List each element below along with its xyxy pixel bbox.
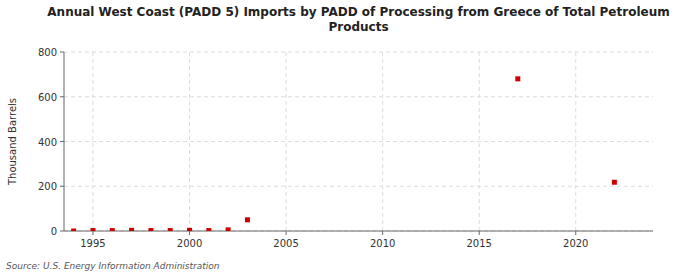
x-grid-line [479, 52, 480, 231]
points [71, 76, 617, 231]
x-tick-label: 2015 [466, 238, 491, 249]
x-grid-line [92, 52, 93, 231]
grid [64, 52, 653, 231]
chart: Annual West Coast (PADD 5) Imports by PA… [0, 0, 675, 275]
y-axis-label: Thousand Barrels [7, 98, 18, 186]
point [71, 229, 76, 232]
x-tick [382, 231, 383, 235]
y-grid-line [64, 186, 653, 187]
x-tick-label: 2005 [273, 238, 298, 249]
point [168, 228, 173, 231]
point [612, 180, 617, 185]
title-line: Annual West Coast (PADD 5) Imports by PA… [47, 5, 669, 19]
y-tick-label: 600 [38, 92, 57, 103]
point [226, 227, 231, 231]
x-grid-line [382, 52, 383, 231]
x-grid-line [189, 52, 190, 231]
y-tick [60, 52, 64, 53]
x-tick [575, 231, 576, 235]
y-grid-line [64, 52, 653, 53]
x-grid-line [575, 52, 576, 231]
x-tick-label: 1995 [80, 238, 105, 249]
point [187, 228, 192, 231]
x-tick [92, 231, 93, 235]
point [90, 228, 95, 231]
y-tick [60, 231, 64, 232]
point [515, 76, 520, 81]
title-line: Products [328, 20, 388, 34]
y-tick [60, 186, 64, 187]
source-note: Source: U.S. Energy Information Administ… [6, 261, 220, 271]
y-axis-line [64, 52, 65, 231]
x-grid-line [286, 52, 287, 231]
point [110, 228, 115, 231]
plot-area [64, 52, 653, 231]
x-tick-label: 2010 [370, 238, 395, 249]
y-tick [60, 141, 64, 142]
y-tick-label: 800 [38, 47, 57, 58]
y-tick-label: 0 [51, 226, 57, 237]
point [129, 228, 134, 231]
background [0, 0, 675, 275]
y-tick [60, 96, 64, 97]
x-tick [479, 231, 480, 235]
point [206, 228, 211, 231]
x-tick-label: 2020 [563, 238, 588, 249]
point [148, 228, 153, 231]
x-tick-label: 2000 [177, 238, 202, 249]
x-tick [189, 231, 190, 235]
y-grid-line [64, 96, 653, 97]
point [245, 217, 250, 222]
y-grid-line [64, 141, 653, 142]
x-tick [286, 231, 287, 235]
title: Annual West Coast (PADD 5) Imports by PA… [47, 5, 669, 34]
y-tick-label: 400 [38, 137, 57, 148]
y-tick-label: 200 [38, 181, 57, 192]
